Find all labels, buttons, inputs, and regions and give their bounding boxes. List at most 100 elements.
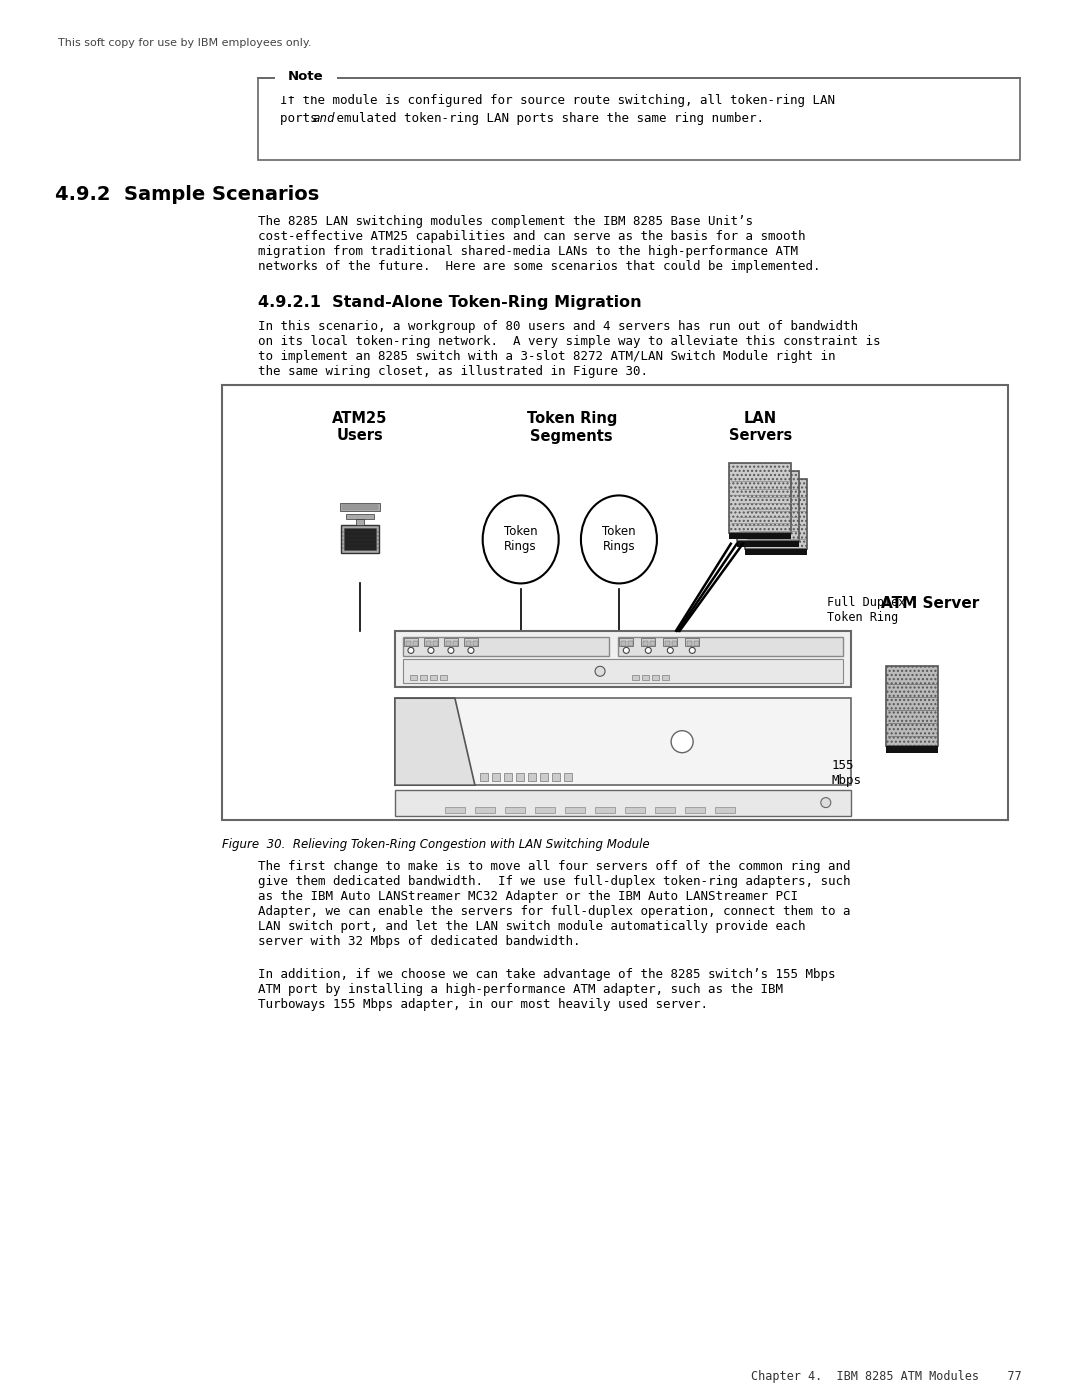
Text: Token
Rings: Token Rings bbox=[504, 525, 538, 553]
Text: migration from traditional shared-media LANs to the high-performance ATM: migration from traditional shared-media … bbox=[258, 244, 798, 258]
Text: to implement an 8285 switch with a 3-slot 8272 ATM/LAN Switch Module right in: to implement an 8285 switch with a 3-slo… bbox=[258, 351, 836, 363]
Text: 4.9.2.1  Stand-Alone Token-Ring Migration: 4.9.2.1 Stand-Alone Token-Ring Migration bbox=[258, 295, 642, 310]
Bar bbox=[433, 641, 437, 645]
Bar bbox=[406, 641, 410, 645]
Bar bbox=[395, 698, 851, 785]
Text: 4.9.2  Sample Scenarios: 4.9.2 Sample Scenarios bbox=[55, 184, 320, 204]
Bar bbox=[887, 746, 939, 753]
Bar bbox=[444, 638, 458, 645]
Bar bbox=[738, 471, 799, 541]
Text: LAN
Servers: LAN Servers bbox=[729, 411, 792, 443]
Bar bbox=[445, 806, 464, 813]
Bar bbox=[663, 638, 677, 645]
Bar bbox=[686, 638, 700, 645]
Bar bbox=[473, 641, 478, 645]
Bar bbox=[619, 637, 842, 657]
Bar bbox=[516, 773, 524, 781]
Bar bbox=[453, 641, 458, 645]
Bar bbox=[340, 525, 379, 553]
Polygon shape bbox=[395, 698, 475, 785]
Bar bbox=[475, 806, 495, 813]
Text: ATM Server: ATM Server bbox=[881, 597, 980, 610]
Text: Figure  30.  Relieving Token-Ring Congestion with LAN Switching Module: Figure 30. Relieving Token-Ring Congesti… bbox=[222, 838, 650, 851]
Text: ATM port by installing a high-performance ATM adapter, such as the IBM: ATM port by installing a high-performanc… bbox=[258, 983, 783, 996]
Bar bbox=[346, 514, 374, 520]
Circle shape bbox=[689, 647, 696, 654]
Bar bbox=[565, 806, 585, 813]
Circle shape bbox=[428, 647, 434, 654]
Bar bbox=[430, 675, 437, 680]
Bar bbox=[504, 773, 512, 781]
Bar bbox=[410, 675, 417, 680]
Bar bbox=[665, 641, 671, 645]
Bar bbox=[673, 641, 677, 645]
Bar bbox=[625, 806, 645, 813]
Text: Note: Note bbox=[288, 70, 324, 82]
Text: the same wiring closet, as illustrated in Figure 30.: the same wiring closet, as illustrated i… bbox=[258, 365, 648, 379]
Text: 155
Mbps: 155 Mbps bbox=[832, 759, 861, 787]
Bar bbox=[420, 675, 427, 680]
Bar bbox=[355, 520, 364, 525]
Text: LAN switch port, and let the LAN switch module automatically provide each: LAN switch port, and let the LAN switch … bbox=[258, 921, 806, 933]
Circle shape bbox=[671, 731, 693, 753]
Text: This soft copy for use by IBM employees only.: This soft copy for use by IBM employees … bbox=[58, 38, 311, 47]
Text: Token
Rings: Token Rings bbox=[603, 525, 636, 553]
Text: and: and bbox=[312, 112, 335, 124]
Bar bbox=[595, 806, 615, 813]
Bar bbox=[395, 631, 851, 687]
Bar bbox=[644, 641, 648, 645]
Bar bbox=[685, 806, 705, 813]
Circle shape bbox=[821, 798, 831, 807]
Circle shape bbox=[646, 647, 651, 654]
Bar bbox=[715, 806, 734, 813]
Bar bbox=[403, 637, 609, 657]
Bar bbox=[540, 773, 548, 781]
Bar bbox=[491, 773, 500, 781]
Bar bbox=[687, 641, 692, 645]
Bar bbox=[480, 773, 488, 781]
Circle shape bbox=[448, 647, 454, 654]
Bar bbox=[729, 464, 792, 534]
Text: ATM25
Users: ATM25 Users bbox=[332, 411, 388, 443]
Bar bbox=[465, 641, 471, 645]
Bar bbox=[505, 806, 525, 813]
Bar bbox=[395, 789, 851, 816]
Bar bbox=[619, 638, 633, 645]
Bar bbox=[552, 773, 559, 781]
Bar bbox=[440, 675, 447, 680]
Text: Token Ring
Segments: Token Ring Segments bbox=[527, 411, 617, 443]
Bar bbox=[258, 78, 1020, 161]
Bar bbox=[632, 675, 639, 680]
Bar bbox=[222, 386, 1008, 820]
Bar bbox=[535, 806, 555, 813]
Text: If the module is configured for source route switching, all token-ring LAN: If the module is configured for source r… bbox=[280, 94, 835, 108]
Circle shape bbox=[623, 647, 630, 654]
Bar bbox=[339, 503, 379, 511]
Bar bbox=[621, 641, 626, 645]
Circle shape bbox=[408, 647, 414, 654]
Bar bbox=[424, 638, 437, 645]
Text: networks of the future.  Here are some scenarios that could be implemented.: networks of the future. Here are some sc… bbox=[258, 260, 821, 272]
Bar bbox=[694, 641, 700, 645]
Text: Turboways 155 Mbps adapter, in our most heavily used server.: Turboways 155 Mbps adapter, in our most … bbox=[258, 997, 708, 1011]
Bar bbox=[745, 479, 808, 549]
Bar bbox=[629, 641, 633, 645]
Bar bbox=[654, 806, 675, 813]
Text: cost-effective ATM25 capabilities and can serve as the basis for a smooth: cost-effective ATM25 capabilities and ca… bbox=[258, 231, 806, 243]
Bar bbox=[729, 534, 792, 539]
Bar bbox=[642, 675, 649, 680]
Text: server with 32 Mbps of dedicated bandwidth.: server with 32 Mbps of dedicated bandwid… bbox=[258, 935, 581, 949]
Bar bbox=[404, 638, 418, 645]
Text: ports: ports bbox=[280, 112, 325, 124]
Ellipse shape bbox=[483, 496, 558, 584]
Text: In addition, if we choose we can take advantage of the 8285 switch’s 155 Mbps: In addition, if we choose we can take ad… bbox=[258, 968, 836, 981]
Text: In this scenario, a workgroup of 80 users and 4 servers has run out of bandwidth: In this scenario, a workgroup of 80 user… bbox=[258, 320, 858, 332]
Bar bbox=[426, 641, 431, 645]
Text: on its local token-ring network.  A very simple way to alleviate this constraint: on its local token-ring network. A very … bbox=[258, 335, 880, 348]
Circle shape bbox=[595, 666, 605, 676]
Bar bbox=[745, 549, 808, 555]
Bar bbox=[403, 659, 842, 683]
Ellipse shape bbox=[581, 496, 657, 584]
Bar bbox=[738, 541, 799, 548]
Text: emulated token-ring LAN ports share the same ring number.: emulated token-ring LAN ports share the … bbox=[328, 112, 764, 124]
